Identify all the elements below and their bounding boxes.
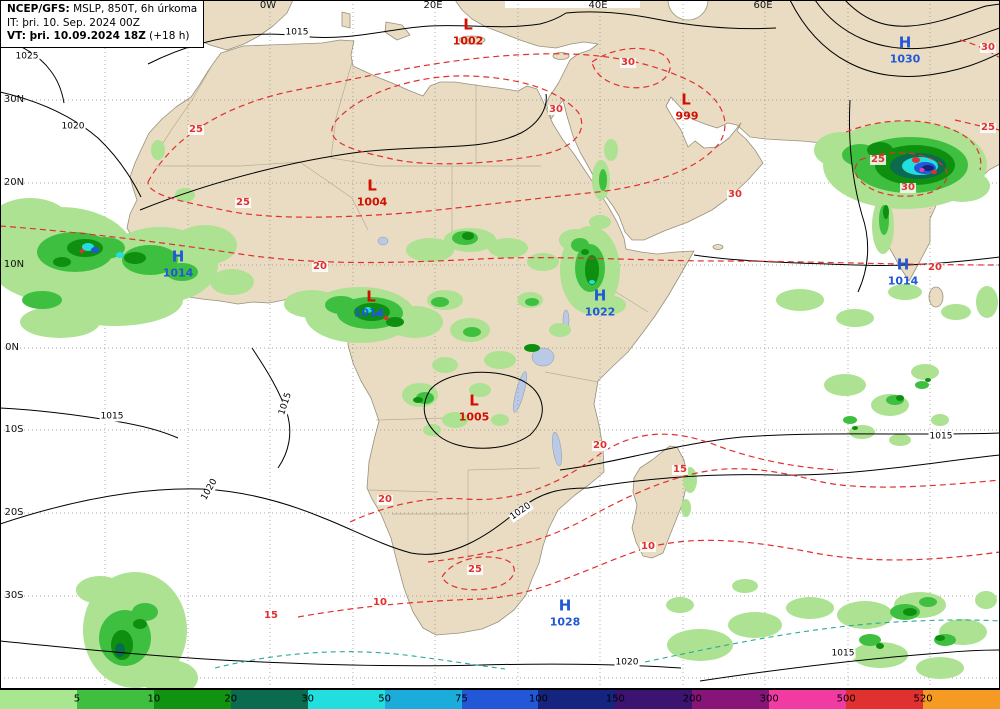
- colorbar-segment: [923, 690, 1000, 709]
- caspian-sea: [667, 0, 709, 21]
- precip-red: [79, 157, 937, 320]
- valid-offset: (+18 h): [145, 30, 190, 43]
- colorbar-segment: [384, 690, 462, 709]
- crete-island: [458, 35, 486, 45]
- lake-chad: [377, 236, 389, 246]
- precip-navy: [922, 165, 934, 171]
- colorbar-segment: [692, 690, 770, 709]
- lake-tanganyika: [513, 371, 527, 413]
- colorbar-segment: [846, 690, 924, 709]
- black-sea: [505, 0, 640, 8]
- lake-victoria: [531, 347, 555, 367]
- sardinia-island: [341, 11, 351, 29]
- lake-malawi: [552, 431, 562, 467]
- weather-map: [0, 0, 1000, 689]
- valid-time: VT: þri. 10.09.2024 18Z: [7, 30, 146, 43]
- model-fields: MSLP, 850T, 6h úrkoma: [69, 3, 198, 15]
- precip-light: [0, 121, 998, 689]
- colorbar-segment: [307, 690, 385, 709]
- model-line: NCEP/GFS: MSLP, 850T, 6h úrkoma: [7, 3, 197, 17]
- country-borders: [155, 61, 649, 560]
- colorbar-segment: [230, 690, 308, 709]
- colorbar-segment: [615, 690, 693, 709]
- colorbar-segment: [461, 690, 539, 709]
- socotra-island: [712, 244, 724, 250]
- init-time: IT: þri. 10. Sep. 2024 00Z: [7, 16, 140, 29]
- colorbar-segment: [153, 690, 231, 709]
- colorbar-segment: [769, 690, 847, 709]
- model-name: NCEP/GFS:: [7, 3, 70, 15]
- colorbar-segment: [0, 690, 77, 709]
- precip-magenta: [919, 168, 925, 172]
- isobar-contours: [0, 0, 1000, 682]
- map-header: NCEP/GFS: MSLP, 850T, 6h úrkoma IT: þri.…: [0, 0, 205, 48]
- colorbar-segment: [76, 690, 154, 709]
- colorbar-segment: [538, 690, 616, 709]
- secondary-contours: [214, 619, 1000, 670]
- precip-layer: [0, 121, 998, 689]
- precip-colorbar: [0, 689, 1000, 709]
- valid-line: VT: þri. 10.09.2024 18Z (+18 h): [7, 30, 197, 44]
- srilanka-island: [928, 286, 944, 308]
- graticule: [0, 0, 1000, 689]
- sicily-island: [384, 21, 411, 41]
